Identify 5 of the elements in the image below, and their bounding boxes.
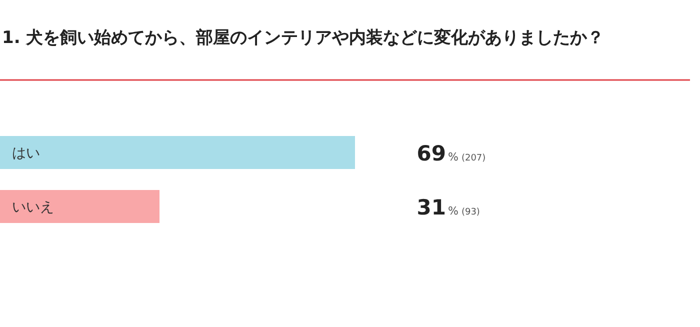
- data-label: 69% (207): [416, 142, 486, 166]
- y-tick-label: はい: [12, 146, 40, 162]
- data-label: 31% (93): [416, 196, 480, 220]
- title: 1. 犬を飼い始めてから、部屋のインテリアや内装などに変化がありましたか？: [2, 28, 604, 48]
- y-tick-label: いいえ: [12, 200, 54, 216]
